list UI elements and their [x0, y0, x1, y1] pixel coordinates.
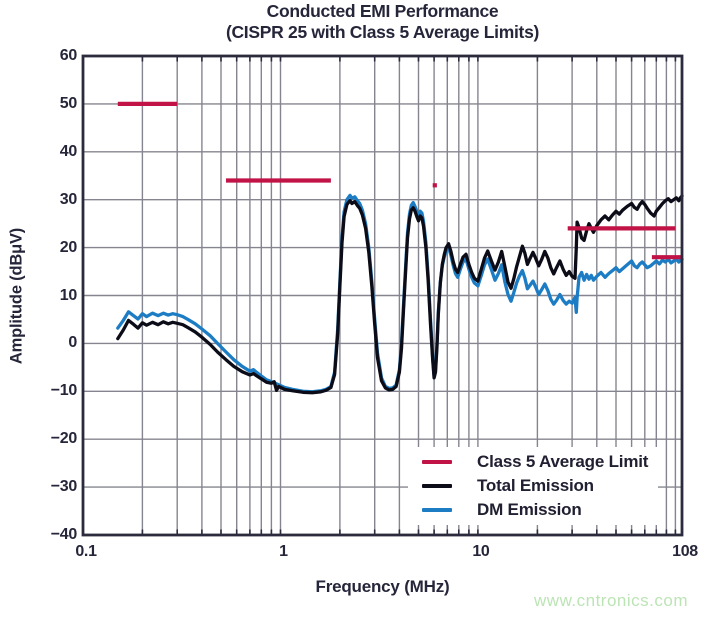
chart-title-line2: (CISPR 25 with Class 5 Average Limits): [225, 22, 540, 42]
y-tick-label: −20: [50, 430, 78, 448]
y-tick-label: 10: [59, 286, 78, 304]
legend-label: DM Emission: [477, 500, 582, 519]
legend-label: Class 5 Average Limit: [477, 452, 649, 471]
x-tick-label: 108: [672, 543, 698, 560]
legend-item-class5-limit: Class 5 Average Limit: [422, 450, 648, 474]
y-tick-label: 20: [59, 238, 78, 256]
y-axis-title: Amplitude (dBμV): [7, 227, 26, 365]
legend-swatch-total-line: [422, 483, 452, 489]
legend-swatch-dm-line: [422, 507, 452, 513]
y-tick-label: 40: [59, 142, 78, 160]
y-tick-label: 30: [59, 190, 78, 208]
x-tick-label: 0.1: [75, 543, 97, 560]
y-tick-label: −40: [50, 526, 78, 543]
chart-title-line1: Conducted EMI Performance: [266, 1, 499, 21]
x-axis-title: Frequency (MHz): [315, 577, 450, 596]
legend-item-dm-emission: DM Emission: [422, 498, 648, 522]
y-tick-label: −10: [50, 382, 78, 400]
legend-swatch-limit-line: [422, 459, 452, 465]
legend: Class 5 Average Limit Total Emission DM …: [408, 447, 659, 525]
x-tick-label: 10: [472, 543, 490, 560]
chart-title: Conducted EMI Performance (CISPR 25 with…: [83, 1, 682, 43]
y-tick-label: 0: [68, 334, 77, 352]
watermark: www.cntronics.com: [534, 591, 688, 610]
x-tick-label: 1: [279, 543, 288, 560]
legend-item-total-emission: Total Emission: [422, 474, 648, 498]
y-tick-label: 60: [59, 47, 78, 64]
y-tick-label: −30: [50, 478, 78, 496]
legend-label: Total Emission: [477, 476, 594, 495]
y-tick-label: 50: [59, 94, 78, 112]
